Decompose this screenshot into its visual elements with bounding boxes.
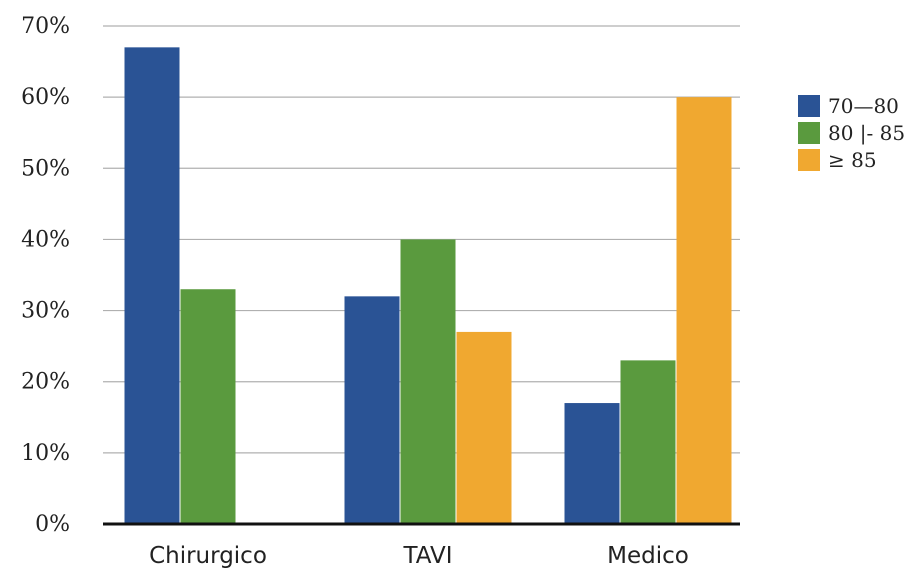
bar	[180, 289, 236, 524]
x-category-label: Medico	[607, 543, 689, 569]
legend-swatch	[798, 149, 820, 171]
bar	[124, 47, 180, 524]
y-tick-label: 20%	[21, 370, 70, 395]
bar	[676, 97, 732, 525]
x-axis-categories: Chirurgico TAVI Medico	[149, 543, 689, 569]
y-tick-label: 60%	[21, 85, 70, 110]
y-tick-label: 70%	[21, 14, 70, 39]
bar	[456, 331, 512, 524]
y-tick-label: 30%	[21, 299, 70, 324]
bars-group	[124, 47, 732, 525]
y-tick-label: 0%	[35, 512, 70, 537]
y-tick-label: 40%	[21, 227, 70, 252]
legend-label: 80 |- 85	[828, 121, 905, 146]
y-tick-label: 50%	[21, 156, 70, 181]
bar	[400, 239, 456, 524]
legend-label: 70—80	[828, 94, 899, 118]
y-tick-label: 10%	[21, 441, 70, 466]
legend-label: ≥ 85	[828, 148, 877, 172]
legend: 70—80 80 |- 85≥ 85	[798, 94, 905, 172]
bar	[564, 403, 620, 524]
y-axis-ticks: 0% 10% 20% 30% 40% 50% 60% 70%	[21, 14, 70, 537]
legend-swatch	[798, 95, 820, 117]
bar	[344, 296, 400, 524]
legend-swatch	[798, 122, 820, 144]
x-category-label: Chirurgico	[149, 543, 267, 569]
x-category-label: TAVI	[402, 543, 452, 569]
bar	[620, 360, 676, 524]
